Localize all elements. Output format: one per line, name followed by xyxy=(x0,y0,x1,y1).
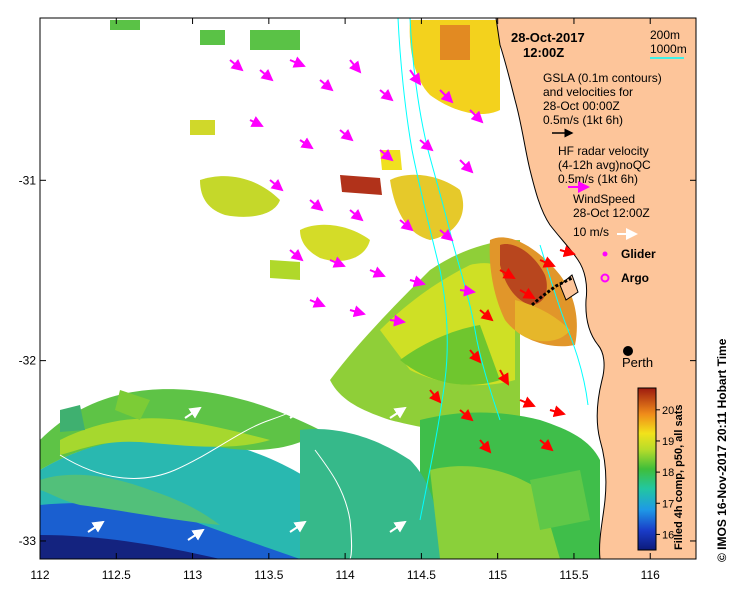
gsla-arrow xyxy=(497,369,509,386)
x-tick-label: 113.5 xyxy=(254,568,283,582)
hf-arrow xyxy=(329,256,346,268)
x-tick-label: 113 xyxy=(183,568,202,582)
hf-arrow xyxy=(309,296,326,308)
hf-arrow xyxy=(249,116,264,127)
wind-arrow xyxy=(289,406,307,419)
wind-arrow xyxy=(87,520,105,533)
wind-arrow xyxy=(389,520,407,533)
imos-credit: © IMOS 16-Nov-2017 20:11 Hobart Time xyxy=(715,338,729,562)
colorbar-ticks: 16 17 18 19 20 xyxy=(656,405,674,541)
hf-arrow xyxy=(349,305,366,318)
hf-arrow xyxy=(269,178,284,192)
gsla-arrow xyxy=(519,396,536,408)
hf-arrow xyxy=(379,88,394,102)
gsla-legend-line1: GSLA (0.1m contours) xyxy=(543,71,662,85)
hf-arrow xyxy=(229,58,244,72)
gsla-arrow xyxy=(428,389,442,404)
wind-arrow xyxy=(187,528,205,541)
hf-arrow xyxy=(419,138,434,152)
colorbar-title: Filled 4h comp, p50, all sats xyxy=(673,405,685,551)
glider-symbol xyxy=(602,251,608,257)
argo-label: Argo xyxy=(621,271,649,285)
glider-track xyxy=(531,276,573,307)
colorbar-tick-label: 20 xyxy=(662,405,674,417)
x-axis: 112 112.5 113 113.5 114 114.5 115 115.5 116 xyxy=(30,18,660,582)
hf-arrow xyxy=(369,266,386,278)
map-frame xyxy=(39,17,697,560)
hf-arrow xyxy=(439,89,454,104)
gsla-arrow xyxy=(559,245,576,258)
y-tick-label: -31 xyxy=(19,173,37,187)
wind-arrow xyxy=(389,406,407,419)
x-tick-label: 115 xyxy=(488,568,507,582)
contour-1000m-label: 1000m xyxy=(650,42,687,56)
map-legend: 28-Oct-2017 12:00Z 200m 1000m GSLA (0.1m… xyxy=(511,28,687,285)
hf-arrow xyxy=(409,69,422,86)
hf-arrow xyxy=(349,208,364,222)
hf-scale-label: 0.5m/s (1kt 6h) xyxy=(558,172,638,186)
hf-arrow xyxy=(439,228,454,242)
wind-legend-line2: 28-Oct 12:00Z xyxy=(573,206,650,220)
map-time: 12:00Z xyxy=(523,45,564,60)
hf-arrow xyxy=(409,275,426,288)
gsla-arrow xyxy=(539,256,556,268)
x-tick-label: 115.5 xyxy=(559,568,588,582)
argo-symbol xyxy=(600,273,610,283)
x-tick-label: 112.5 xyxy=(102,568,131,582)
hf-arrow xyxy=(348,59,362,74)
hf-arrow xyxy=(389,314,406,327)
gsla-arrow xyxy=(549,405,566,418)
hf-arrow xyxy=(339,128,354,142)
gsla-arrow xyxy=(479,308,494,322)
hf-arrow xyxy=(459,159,474,174)
gsla-legend-line3: 28-Oct 00:00Z xyxy=(543,99,620,113)
hf-arrow xyxy=(309,198,324,212)
perth-marker xyxy=(623,346,633,356)
glider-label: Glider xyxy=(621,247,656,261)
hf-arrow xyxy=(289,56,306,68)
wind-legend-line1: WindSpeed xyxy=(573,192,635,206)
y-tick-label: -33 xyxy=(19,534,37,548)
hf-radar-arrows xyxy=(229,56,484,327)
colorbar: 16 17 18 19 20 Filled 4h comp, p50, all sats xyxy=(637,387,685,551)
y-axis: -31 -32 -33 xyxy=(19,173,696,548)
gsla-arrow xyxy=(478,439,492,454)
gsla-scale-label: 0.5m/s (1kt 6h) xyxy=(543,113,623,127)
hf-legend-line2: (4-12h avg)noQC xyxy=(558,158,651,172)
hf-arrow xyxy=(319,78,334,92)
hf-arrow xyxy=(259,68,274,82)
x-tick-label: 114 xyxy=(336,568,355,582)
colorbar-tick-label: 18 xyxy=(662,467,674,479)
city-label-perth: Perth xyxy=(622,355,653,370)
hf-legend-line1: HF radar velocity xyxy=(558,144,649,158)
colorbar-tick-label: 16 xyxy=(662,529,674,541)
gsla-arrow xyxy=(519,287,536,299)
wind-arrow xyxy=(184,406,202,419)
gsla-legend-line2: and velocities for xyxy=(543,85,633,99)
colorbar-tick-label: 17 xyxy=(662,498,674,510)
hf-arrow xyxy=(379,148,394,162)
hf-arrow xyxy=(459,284,476,297)
x-tick-label: 116 xyxy=(641,568,660,582)
x-tick-label: 114.5 xyxy=(407,568,436,582)
wind-scale-label: 10 m/s xyxy=(573,225,609,239)
hf-arrow xyxy=(299,137,314,150)
y-tick-label: -32 xyxy=(19,354,37,368)
hf-arrow xyxy=(399,218,414,232)
gsla-arrow xyxy=(459,408,474,422)
x-tick-label: 112 xyxy=(30,568,49,582)
wind-arrows xyxy=(87,406,407,541)
gsla-arrows xyxy=(428,245,576,454)
hf-arrow xyxy=(469,109,484,124)
contour-200m-label: 200m xyxy=(650,28,680,42)
colorbar-tick-label: 19 xyxy=(662,436,674,448)
gsla-arrow xyxy=(499,267,516,279)
colorbar-scale xyxy=(637,387,657,551)
gsla-arrow xyxy=(539,438,554,452)
gsla-arrow xyxy=(468,349,482,364)
wind-arrow xyxy=(289,520,307,533)
map-date: 28-Oct-2017 xyxy=(511,30,585,45)
hf-arrow xyxy=(289,248,304,262)
